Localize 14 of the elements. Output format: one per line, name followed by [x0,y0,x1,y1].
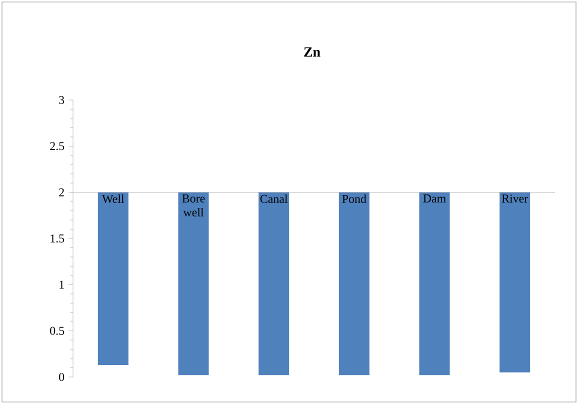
y-tick-label: 2.5 [50,142,64,150]
y-tick-label: 3 [59,96,64,104]
x-tick-label: Well [102,194,124,204]
x-tick-label: Canal [260,194,288,203]
y-tick-label: 1.5 [50,234,64,243]
x-tick-label: River [502,194,528,203]
y-tick-label: 1 [60,280,64,289]
x-tick-label: Dam [423,194,446,202]
y-tick-label: 2 [59,188,64,196]
y-tick-label: 0.5 [50,326,64,335]
x-tick-label: Pond [342,194,366,203]
chart-title: Zn [304,47,320,57]
x-tick-label: Bore well [182,194,205,216]
y-tick-label: 0 [59,372,64,382]
